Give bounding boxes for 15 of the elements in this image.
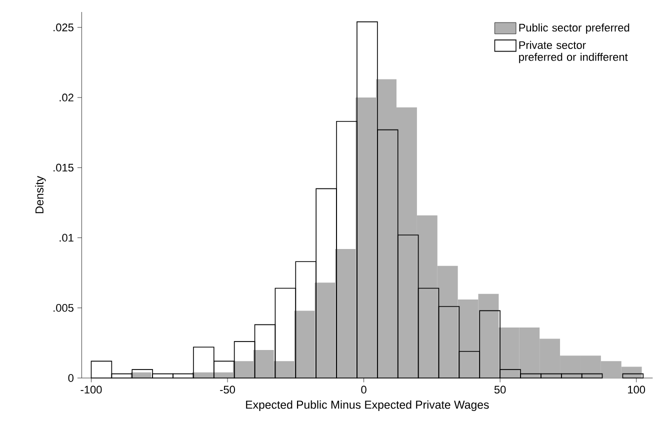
legend-label: Public sector preferred	[519, 24, 630, 34]
y-tick-label: .005	[54, 304, 74, 312]
y-tick-label: .025	[54, 24, 74, 32]
y-tick-label: .015	[54, 164, 74, 172]
legend-label: Private sector preferred or indifferent	[519, 40, 628, 64]
y-tick-label: 0	[68, 374, 74, 382]
x-tick-label: 0	[361, 386, 366, 394]
y-axis-title: Density	[35, 176, 46, 214]
x-tick-label: 100	[628, 386, 646, 394]
x-tick-label: -50	[220, 386, 235, 394]
x-tick-label: 50	[494, 386, 506, 394]
x-axis-title: Expected Public Minus Expected Private Wages	[246, 400, 489, 412]
y-tick-label: .01	[60, 234, 74, 242]
x-tick-label: -100	[80, 386, 102, 394]
y-tick-label: .02	[60, 94, 74, 102]
